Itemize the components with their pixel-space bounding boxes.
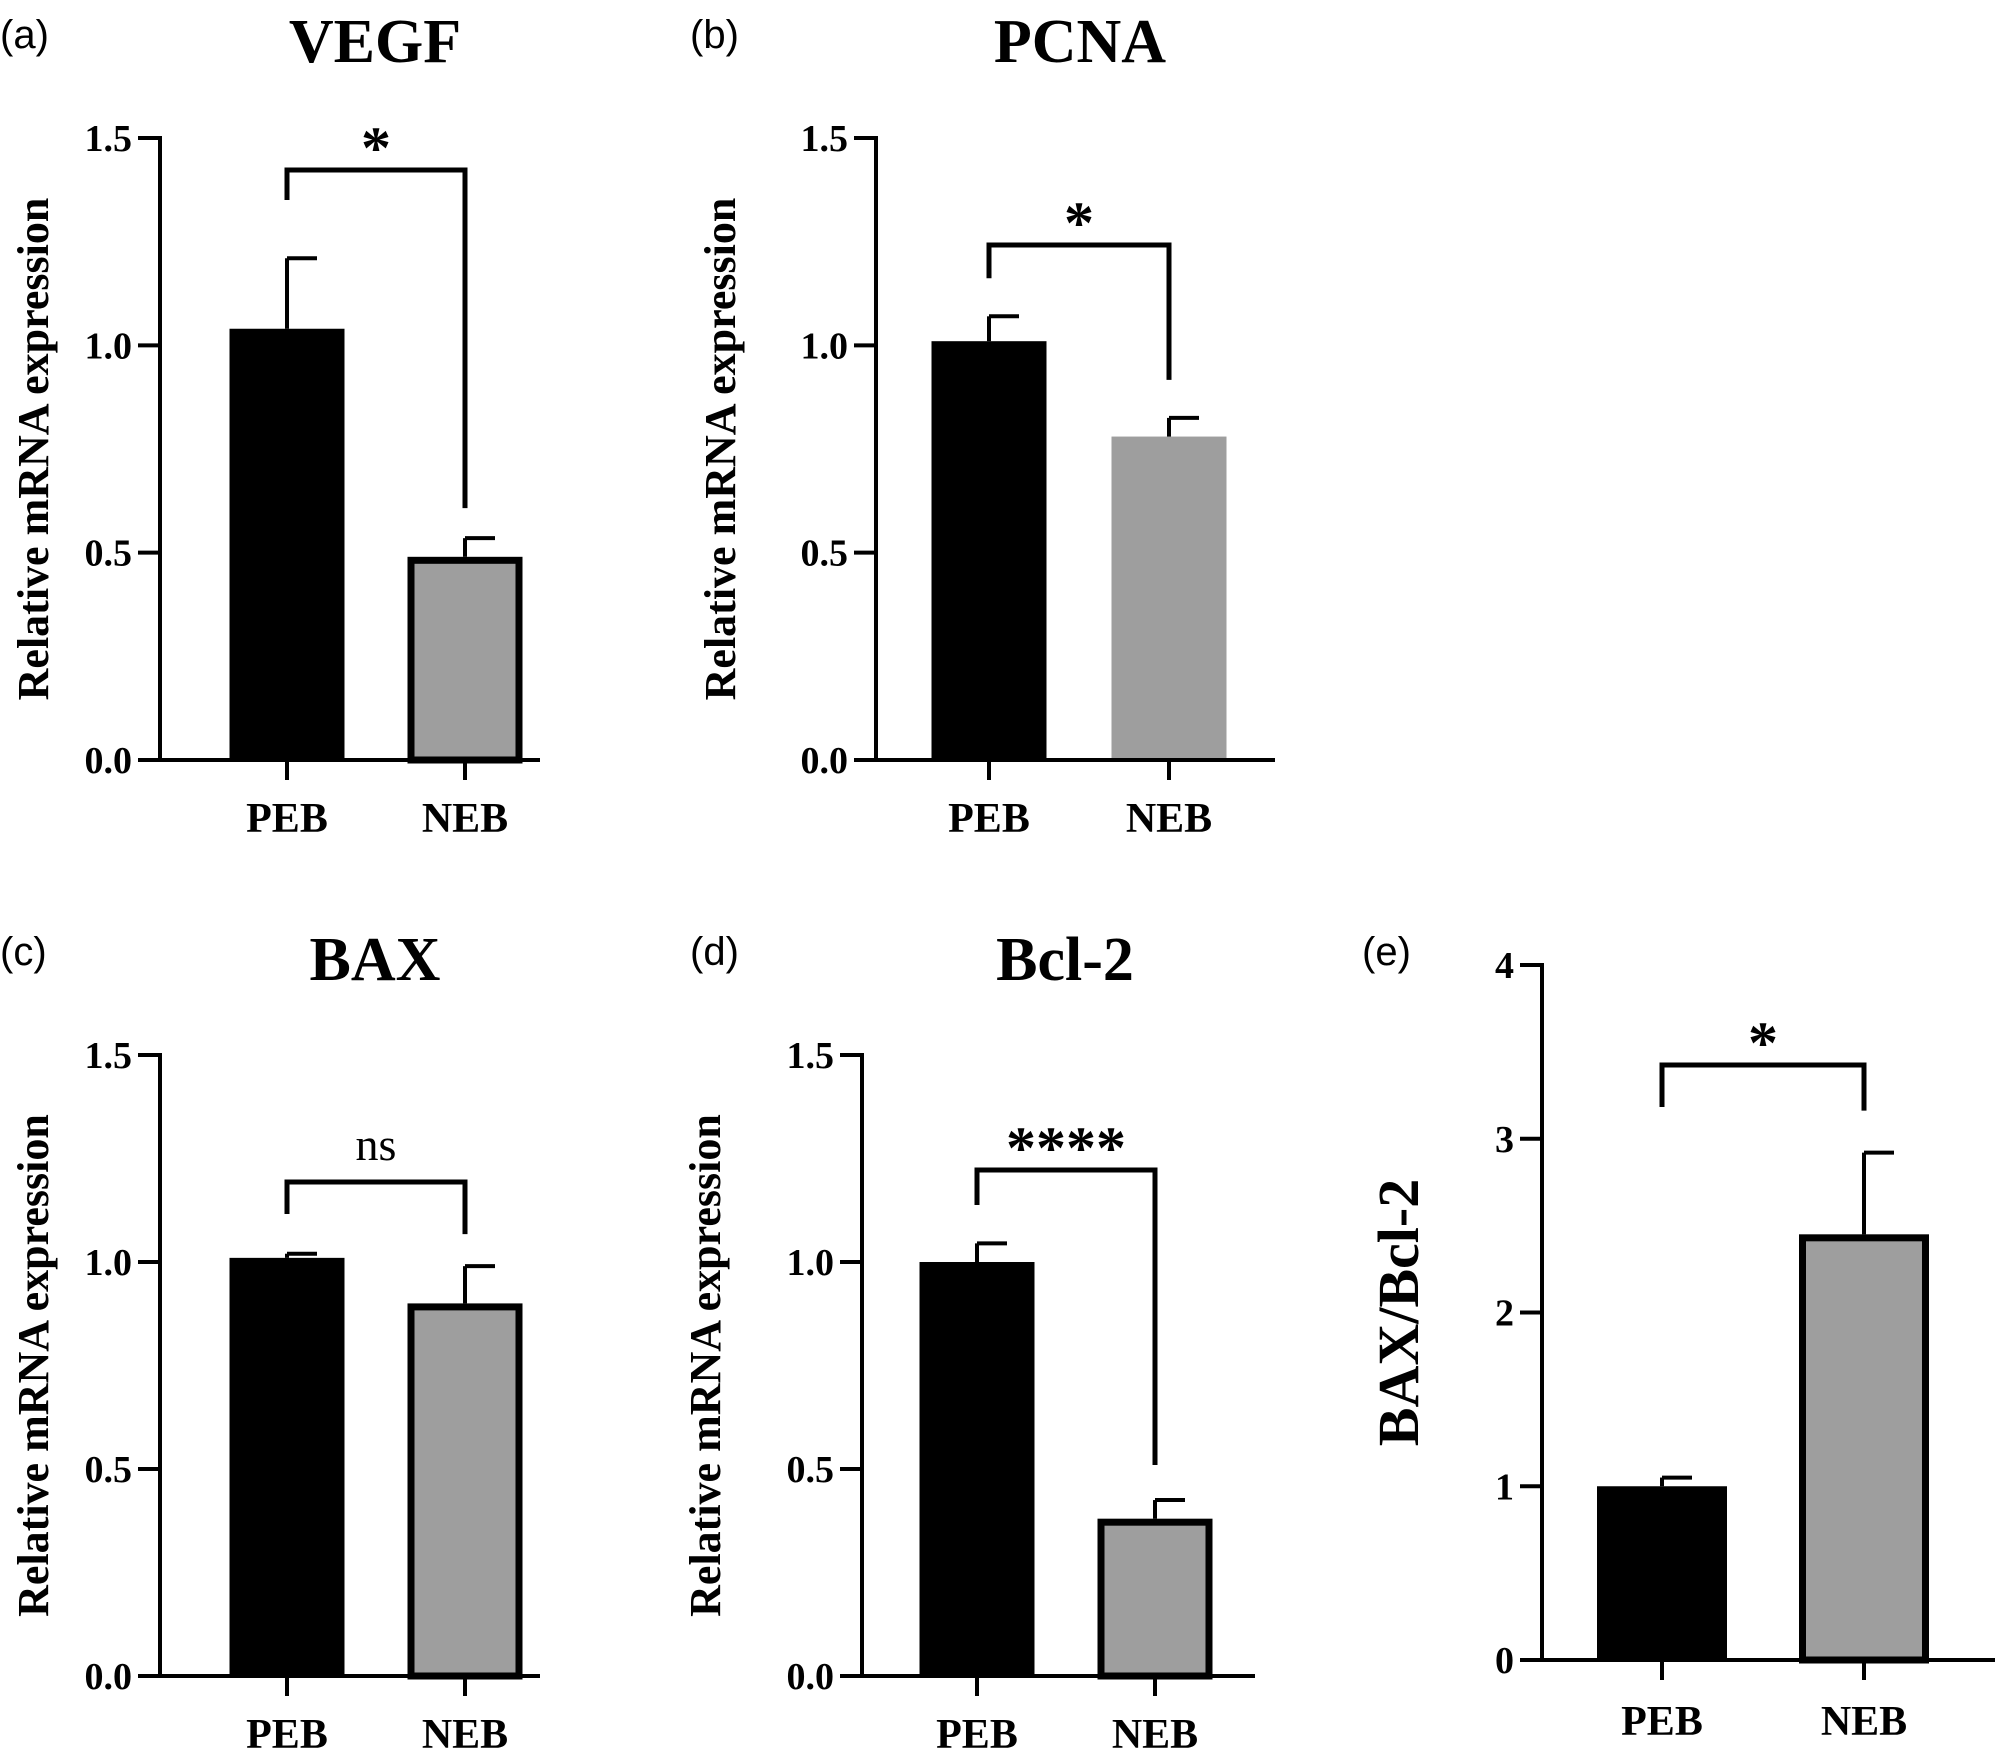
panel-title: VEGF: [289, 8, 461, 76]
category-label: NEB: [1112, 1712, 1198, 1754]
y-tick-label: 0.5: [801, 533, 849, 575]
panel-letter: (a): [0, 13, 49, 57]
bar-neb: [407, 556, 523, 764]
y-tick-label: 0.0: [85, 1656, 133, 1698]
significance-label: ns: [356, 1119, 397, 1170]
y-tick-label: 0.0: [801, 740, 849, 782]
panel-e: (e) BAX/Bcl-2 PEB NEB 0 1 2 3 4 *: [1362, 930, 1995, 1745]
y-tick-label: 0.5: [787, 1449, 835, 1491]
significance-bracket: [986, 242, 1172, 380]
y-tick-label: 1.0: [85, 1242, 133, 1284]
significance-bracket: [974, 1167, 1158, 1466]
y-tick-label: 1.5: [85, 118, 133, 160]
bar-neb: [1799, 1234, 1929, 1664]
y-axis-label: BAX/Bcl-2: [1366, 1179, 1431, 1446]
panel-letter: (b): [690, 13, 739, 57]
category-label: NEB: [1126, 796, 1212, 842]
y-tick-label: 0.0: [85, 740, 133, 782]
panel-letter: (d): [690, 930, 739, 974]
y-tick-label: 0.5: [85, 533, 133, 575]
bar-peb: [931, 341, 1047, 760]
panel-title: Bcl-2: [996, 926, 1134, 994]
panel-letter: (e): [1362, 930, 1411, 974]
y-axis-label: Relative mRNA expression: [9, 198, 58, 701]
y-tick-label: 1.0: [85, 325, 133, 367]
category-label: PEB: [936, 1712, 1018, 1754]
y-tick-label: 4: [1495, 945, 1514, 987]
bar-neb: [407, 1303, 523, 1680]
y-tick-label: 1: [1495, 1466, 1514, 1508]
y-tick-label: 1.5: [787, 1035, 835, 1077]
category-label: PEB: [1621, 1699, 1703, 1745]
y-tick-label: 0.5: [85, 1449, 133, 1491]
bar-peb: [1597, 1486, 1727, 1660]
category-label: PEB: [948, 796, 1030, 842]
bar-neb: [1111, 436, 1227, 760]
bar-neb: [1097, 1518, 1213, 1680]
significance-label: *: [1748, 1010, 1778, 1076]
bar-peb: [919, 1262, 1035, 1676]
y-axis-label: Relative mRNA expression: [9, 1114, 58, 1617]
y-tick-label: 0.0: [787, 1656, 835, 1698]
y-tick-label: 1.5: [801, 118, 849, 160]
category-label: NEB: [422, 1712, 508, 1754]
category-label: NEB: [1821, 1699, 1907, 1745]
y-axis-label: Relative mRNA expression: [681, 1114, 730, 1617]
panel-d: (d) Bcl-2 Relative mRNA expression PEB NEB 0.…: [681, 926, 1255, 1754]
significance-label: *: [1064, 190, 1094, 256]
y-tick-label: 2: [1495, 1293, 1514, 1335]
panel-a: (a) VEGF Relative mRNA expression PEB NEB 0.0…: [0, 8, 540, 842]
y-tick-label: 0: [1495, 1640, 1514, 1682]
bar-peb: [229, 328, 345, 760]
category-label: PEB: [246, 796, 328, 842]
significance-label: ****: [1006, 1115, 1126, 1181]
significance-bracket: [284, 167, 468, 509]
y-axis-label: Relative mRNA expression: [696, 198, 745, 701]
category-label: PEB: [246, 1712, 328, 1754]
bar-peb: [229, 1257, 345, 1676]
y-tick-label: 1.5: [85, 1035, 133, 1077]
panel-c: (c) BAX Relative mRNA expression PEB NEB 0.0 0…: [0, 926, 540, 1754]
panel-b: (b) PCNA Relative mRNA expression PEB NEB 0.0…: [690, 8, 1275, 842]
significance-label: *: [361, 115, 391, 181]
panel-title: PCNA: [994, 8, 1166, 76]
y-tick-label: 1.0: [787, 1242, 835, 1284]
y-tick-label: 3: [1495, 1119, 1514, 1161]
y-tick-label: 1.0: [801, 325, 849, 367]
panel-title: BAX: [310, 926, 441, 994]
category-label: NEB: [422, 796, 508, 842]
significance-bracket: [284, 1179, 468, 1235]
panel-letter: (c): [0, 930, 47, 974]
significance-bracket: [1659, 1062, 1867, 1111]
